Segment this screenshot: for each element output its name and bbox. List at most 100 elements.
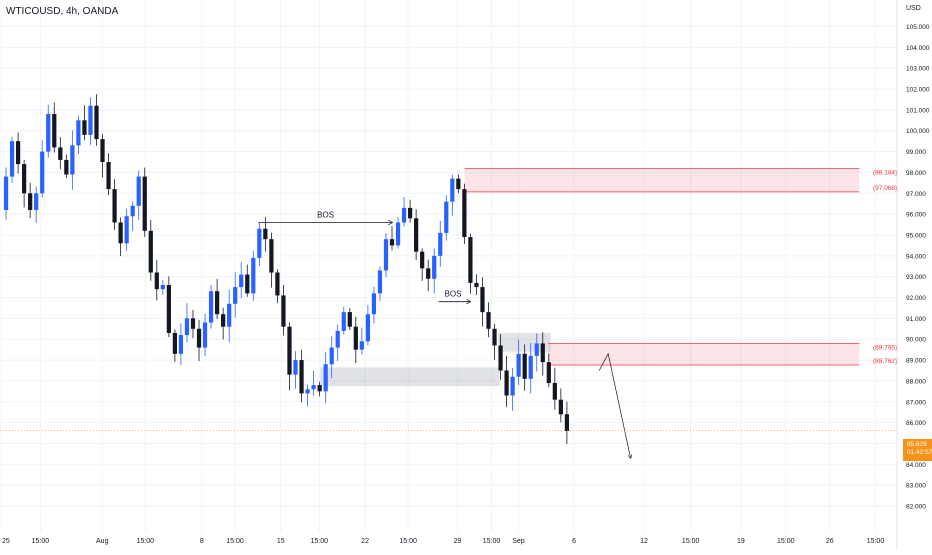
candle-body[interactable] (299, 360, 304, 394)
candle-body[interactable] (371, 293, 377, 315)
candle[interactable] (341, 306, 346, 335)
candle-body[interactable] (15, 141, 21, 165)
candle-body[interactable] (383, 239, 389, 271)
candle-body[interactable] (414, 218, 419, 252)
candle[interactable] (510, 367, 515, 411)
candle[interactable] (401, 196, 407, 227)
candle[interactable] (293, 351, 298, 389)
candle[interactable] (166, 276, 171, 338)
candle[interactable] (154, 259, 159, 301)
candle-body[interactable] (112, 189, 117, 223)
candle-body[interactable] (444, 201, 449, 233)
candle-body[interactable] (341, 312, 346, 331)
candle[interactable] (305, 384, 310, 407)
candle-body[interactable] (498, 345, 503, 371)
candle-body[interactable] (534, 343, 539, 356)
candle-body[interactable] (82, 120, 87, 135)
price-axis[interactable]: 82.00083.00084.00085.00086.00087.00088.0… (906, 24, 930, 511)
candle-body[interactable] (166, 285, 171, 333)
candle-body[interactable] (22, 164, 27, 194)
candle-body[interactable] (227, 303, 232, 327)
candle[interactable] (136, 170, 141, 220)
candle-body[interactable] (552, 382, 557, 400)
candle[interactable] (335, 324, 340, 362)
candle-body[interactable] (76, 120, 81, 146)
candle-body[interactable] (522, 353, 527, 379)
candle-body[interactable] (172, 332, 178, 354)
candle-body[interactable] (504, 370, 509, 396)
candle-body[interactable] (480, 287, 485, 313)
candle[interactable] (106, 153, 111, 196)
candle[interactable] (22, 159, 27, 208)
candle-body[interactable] (257, 228, 262, 258)
candle[interactable] (124, 208, 129, 251)
candle[interactable] (178, 323, 184, 366)
candle-body[interactable] (130, 205, 135, 217)
candle-body[interactable] (190, 318, 196, 329)
candle[interactable] (215, 278, 220, 319)
candle[interactable] (52, 102, 57, 153)
candle-body[interactable] (136, 176, 141, 206)
candle[interactable] (474, 274, 479, 295)
candle-body[interactable] (317, 385, 322, 392)
candle[interactable] (9, 136, 15, 183)
candle[interactable] (82, 105, 87, 141)
candle-body[interactable] (492, 328, 497, 346)
candle-body[interactable] (221, 314, 226, 327)
candle-body[interactable] (34, 193, 39, 210)
candle-body[interactable] (516, 353, 521, 377)
candle-body[interactable] (540, 343, 545, 363)
candle-body[interactable] (546, 362, 551, 383)
candle[interactable] (160, 280, 165, 296)
candle-body[interactable] (395, 222, 401, 246)
candle-body[interactable] (528, 355, 533, 379)
candle[interactable] (317, 381, 322, 397)
candle[interactable] (395, 217, 401, 249)
candle[interactable] (40, 140, 45, 198)
candle-body[interactable] (269, 239, 274, 273)
candle[interactable] (311, 370, 316, 396)
candle[interactable] (377, 266, 383, 301)
candle[interactable] (196, 320, 202, 362)
candle[interactable] (383, 233, 389, 278)
candle[interactable] (299, 349, 304, 403)
candle[interactable] (130, 201, 135, 231)
candle[interactable] (208, 284, 214, 329)
candle[interactable] (558, 388, 563, 423)
candle-body[interactable] (118, 222, 123, 244)
candle-body[interactable] (426, 268, 431, 279)
candle-body[interactable] (438, 232, 443, 256)
candle-body[interactable] (215, 291, 220, 315)
candle-body[interactable] (148, 230, 153, 273)
candle-body[interactable] (486, 312, 491, 329)
candle-body[interactable] (70, 145, 75, 175)
candle[interactable] (287, 322, 292, 391)
candle-body[interactable] (510, 376, 515, 396)
candle-body[interactable] (208, 291, 214, 323)
candle[interactable] (15, 132, 21, 174)
candle[interactable] (546, 353, 551, 388)
candle-body[interactable] (311, 385, 316, 390)
candle-body[interactable] (124, 216, 129, 244)
candle-body[interactable] (239, 274, 244, 288)
candle[interactable] (275, 269, 280, 304)
time-axis[interactable]: 25 15:00 Aug 15:00 8 15:00 15 15:00 22 15:00 29 15:… (2, 538, 884, 545)
candle[interactable] (456, 174, 461, 194)
candle[interactable] (88, 97, 93, 145)
candle[interactable] (257, 222, 262, 266)
candle-body[interactable] (233, 287, 238, 304)
candle-body[interactable] (287, 326, 292, 375)
candle[interactable] (148, 220, 153, 281)
candle-body[interactable] (245, 274, 250, 294)
candle[interactable] (516, 339, 521, 386)
candle[interactable] (407, 199, 413, 223)
candle[interactable] (371, 286, 377, 324)
candle[interactable] (528, 342, 533, 394)
candle[interactable] (389, 226, 395, 251)
candle[interactable] (100, 133, 105, 178)
candle[interactable] (76, 115, 81, 155)
candle[interactable] (414, 209, 419, 260)
candle-body[interactable] (184, 318, 190, 336)
